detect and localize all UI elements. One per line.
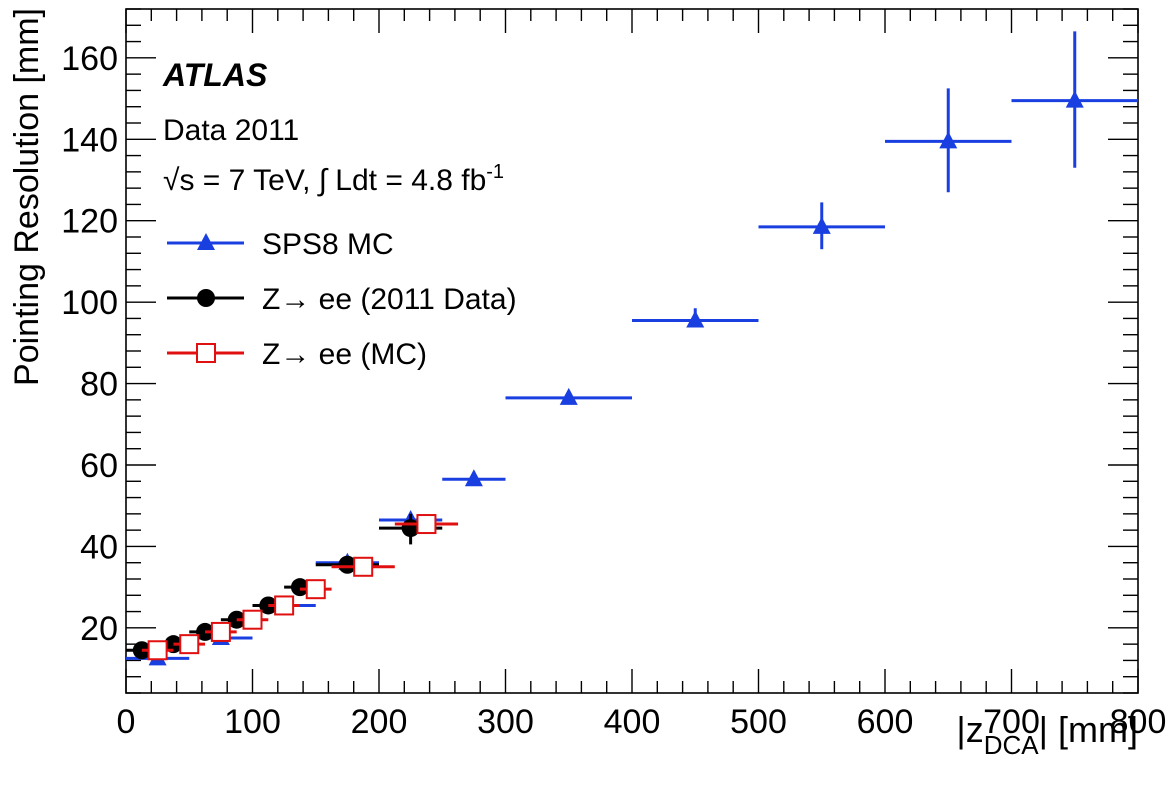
y-tick-label: 40 — [80, 528, 118, 566]
axes-layer: 0 100 200 300 400 500 600 700 800 20 40 60 80 100 120 1… — [61, 8, 1167, 741]
energy-label: √s = 7 TeV, ∫ Ldt = 4.8 fb-1 — [163, 161, 504, 197]
data-point — [686, 310, 705, 328]
y-tick-label: 80 — [80, 366, 118, 404]
x-tick-label: 600 — [857, 703, 914, 741]
x-axis-title: |zDCA| [mm] — [956, 709, 1138, 760]
energy-text: √s = 7 TeV, ∫ Ldt = 4.8 fb — [163, 164, 486, 197]
y-tick-label: 60 — [80, 447, 118, 485]
data-point — [305, 579, 326, 600]
data-point — [210, 621, 231, 642]
data-point — [147, 640, 168, 661]
legend-marker — [197, 289, 215, 307]
data-point — [812, 216, 831, 234]
energy-exponent: -1 — [486, 161, 504, 183]
data-point — [1065, 90, 1084, 108]
x-tick-label: 200 — [351, 703, 408, 741]
x-axis-title-unit: | [mm] — [1039, 709, 1138, 750]
legend-marker — [196, 343, 216, 363]
legend: SPS8 MC Z→ ee (2011 Data) Z→ ee (MC) — [167, 228, 517, 371]
data-point — [353, 556, 374, 577]
data-point — [559, 387, 578, 405]
data-point — [290, 578, 309, 597]
data-point — [939, 131, 958, 149]
series-2 — [141, 514, 459, 661]
x-tick-label: 300 — [477, 703, 534, 741]
legend-label: Z→ ee (MC) — [262, 338, 427, 371]
dataset-label: Data 2011 — [163, 114, 299, 147]
data-point — [464, 469, 483, 487]
data-point — [416, 514, 437, 535]
y-tick-label: 20 — [80, 610, 118, 648]
atlas-label: ATLAS — [162, 57, 268, 93]
x-axis-title-main: |z — [956, 709, 983, 750]
y-axis-title: Pointing Resolution [mm] — [8, 8, 46, 386]
data-point — [338, 555, 357, 574]
data-layer — [126, 31, 1138, 666]
y-tick-label: 140 — [61, 121, 118, 159]
x-axis-title-sub: DCA — [984, 730, 1040, 760]
x-tick-label: 400 — [604, 703, 661, 741]
series-1 — [126, 513, 443, 660]
y-tick-label: 160 — [61, 40, 118, 78]
legend-marker — [197, 233, 215, 250]
legend-label: SPS8 MC — [262, 228, 394, 261]
x-tick-label: 500 — [730, 703, 787, 741]
x-tick-label: 700 — [983, 703, 1040, 741]
legend-label: Z→ ee (2011 Data) — [262, 283, 517, 316]
data-point — [179, 634, 200, 655]
data-point — [242, 609, 263, 630]
x-tick-label: 100 — [224, 703, 281, 741]
y-tick-label: 120 — [61, 203, 118, 241]
x-tick-label: 0 — [117, 703, 136, 741]
x-tick-label: 800 — [1110, 703, 1167, 741]
data-point — [274, 595, 295, 616]
y-tick-label: 100 — [61, 284, 118, 322]
